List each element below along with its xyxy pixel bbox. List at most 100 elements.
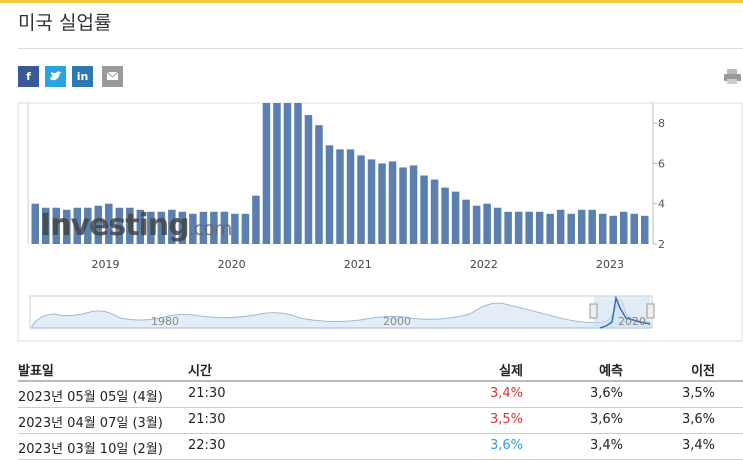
navigator-handle-left[interactable] (589, 303, 598, 319)
bar (462, 199, 470, 244)
y-tick-label: 2 (658, 238, 665, 251)
bar (367, 159, 376, 244)
watermark: Investing.com (40, 208, 231, 243)
bar (325, 145, 334, 244)
table-cell: 실제 (499, 364, 523, 379)
table-cell: 2023년 04월 07일 (3월) (18, 416, 163, 431)
bar (115, 207, 124, 244)
bar (493, 207, 502, 244)
table-cell: 3,6% (589, 412, 623, 427)
y-tick-label: 8 (658, 117, 665, 130)
x-tick-label: 2022 (470, 258, 498, 271)
mail-icon (106, 71, 119, 80)
bar (598, 213, 607, 244)
linkedin-share[interactable]: in (72, 66, 93, 87)
table-cell: 3,6% (681, 412, 715, 427)
table-cell: 3,5% (489, 412, 523, 427)
table-cell: 3,4% (589, 438, 623, 453)
table-cell: 22:30 (188, 438, 226, 453)
table-cell: 3,6% (489, 438, 523, 453)
divider (18, 48, 743, 49)
page-title: 미국 실업률 (18, 12, 112, 34)
bar (241, 213, 250, 244)
bar (283, 103, 292, 244)
bar (619, 211, 628, 244)
bar (630, 213, 638, 244)
bar (514, 211, 523, 244)
twitter-icon (50, 71, 62, 81)
navigator-label: 2020 (618, 315, 646, 328)
bar (147, 211, 155, 244)
bar (535, 211, 544, 244)
table-header: 발표일 시간 실제 예측 이전 (18, 356, 743, 382)
table-row: 2023년 05월 05일 (4월) 21:30 3,4% 3,6% 3,5% (18, 382, 743, 408)
bar (567, 213, 575, 244)
table-cell: 3,5% (681, 386, 715, 401)
table-row: 2023년 03월 10일 (2월) 22:30 3,6% 3,4% 3,4% (18, 434, 743, 460)
bar (199, 211, 208, 244)
bar (94, 205, 103, 244)
bar (525, 211, 533, 244)
twitter-share[interactable] (45, 66, 66, 87)
chart: 2 4 6 8 2019 2020 2021 2022 2023 Investing.com 198… (17, 102, 743, 342)
bar (157, 211, 166, 244)
bar (52, 207, 61, 244)
x-tick-label: 2023 (596, 258, 624, 271)
bar (609, 215, 617, 244)
top-bar (0, 0, 743, 3)
table-cell: 이전 (691, 364, 715, 379)
history-table: 발표일 시간 실제 예측 이전 2023년 05월 05일 (4월) 21:30 3,4% 3,… (18, 356, 743, 460)
bar (388, 161, 397, 244)
bar (640, 215, 649, 244)
bar (357, 155, 365, 244)
bar (178, 211, 187, 244)
bar (546, 213, 554, 244)
watermark-suffix: .com (189, 218, 232, 240)
table-cell: 2023년 03월 10일 (2월) (18, 442, 163, 457)
bar (31, 203, 40, 244)
bar (42, 207, 50, 244)
table-cell: 시간 (188, 364, 212, 379)
bar (210, 211, 218, 244)
table-cell: 21:30 (188, 412, 226, 427)
x-tick-label: 2021 (344, 258, 372, 271)
bar (483, 203, 491, 244)
table-cell: 3,4% (681, 438, 715, 453)
bar (262, 103, 271, 244)
bar (73, 207, 82, 244)
navigator-handle-right[interactable] (646, 303, 655, 319)
table-row: 2023년 04월 07일 (3월) 21:30 3,5% 3,6% 3,6% (18, 408, 743, 434)
navigator-label: 2000 (383, 315, 411, 328)
table-cell: 21:30 (188, 386, 226, 401)
watermark-text: Investing (40, 208, 189, 243)
x-tick-label: 2020 (218, 258, 246, 271)
table-cell: 2023년 05월 05일 (4월) (18, 390, 163, 405)
bar (420, 175, 428, 244)
bar (105, 203, 113, 244)
bar (588, 209, 596, 244)
bar (294, 103, 302, 244)
bar (189, 213, 197, 244)
bar (136, 209, 145, 244)
bar (409, 165, 418, 244)
y-tick-label: 6 (658, 157, 665, 170)
facebook-share[interactable]: f (18, 66, 39, 87)
bar (399, 167, 407, 244)
bar (504, 211, 512, 244)
bar (472, 205, 481, 244)
bar (63, 209, 71, 244)
bar (126, 207, 134, 244)
bar (556, 209, 565, 244)
bar (451, 191, 460, 244)
bar (273, 103, 281, 244)
navigator-highlight (599, 295, 651, 329)
print-icon[interactable] (724, 68, 741, 85)
bar (346, 149, 355, 244)
bar (378, 163, 386, 244)
navigator-label: 1980 (151, 315, 179, 328)
email-share[interactable] (102, 66, 123, 87)
table-cell: 발표일 (18, 364, 54, 379)
bar (168, 209, 176, 244)
y-tick-label: 4 (658, 198, 665, 211)
